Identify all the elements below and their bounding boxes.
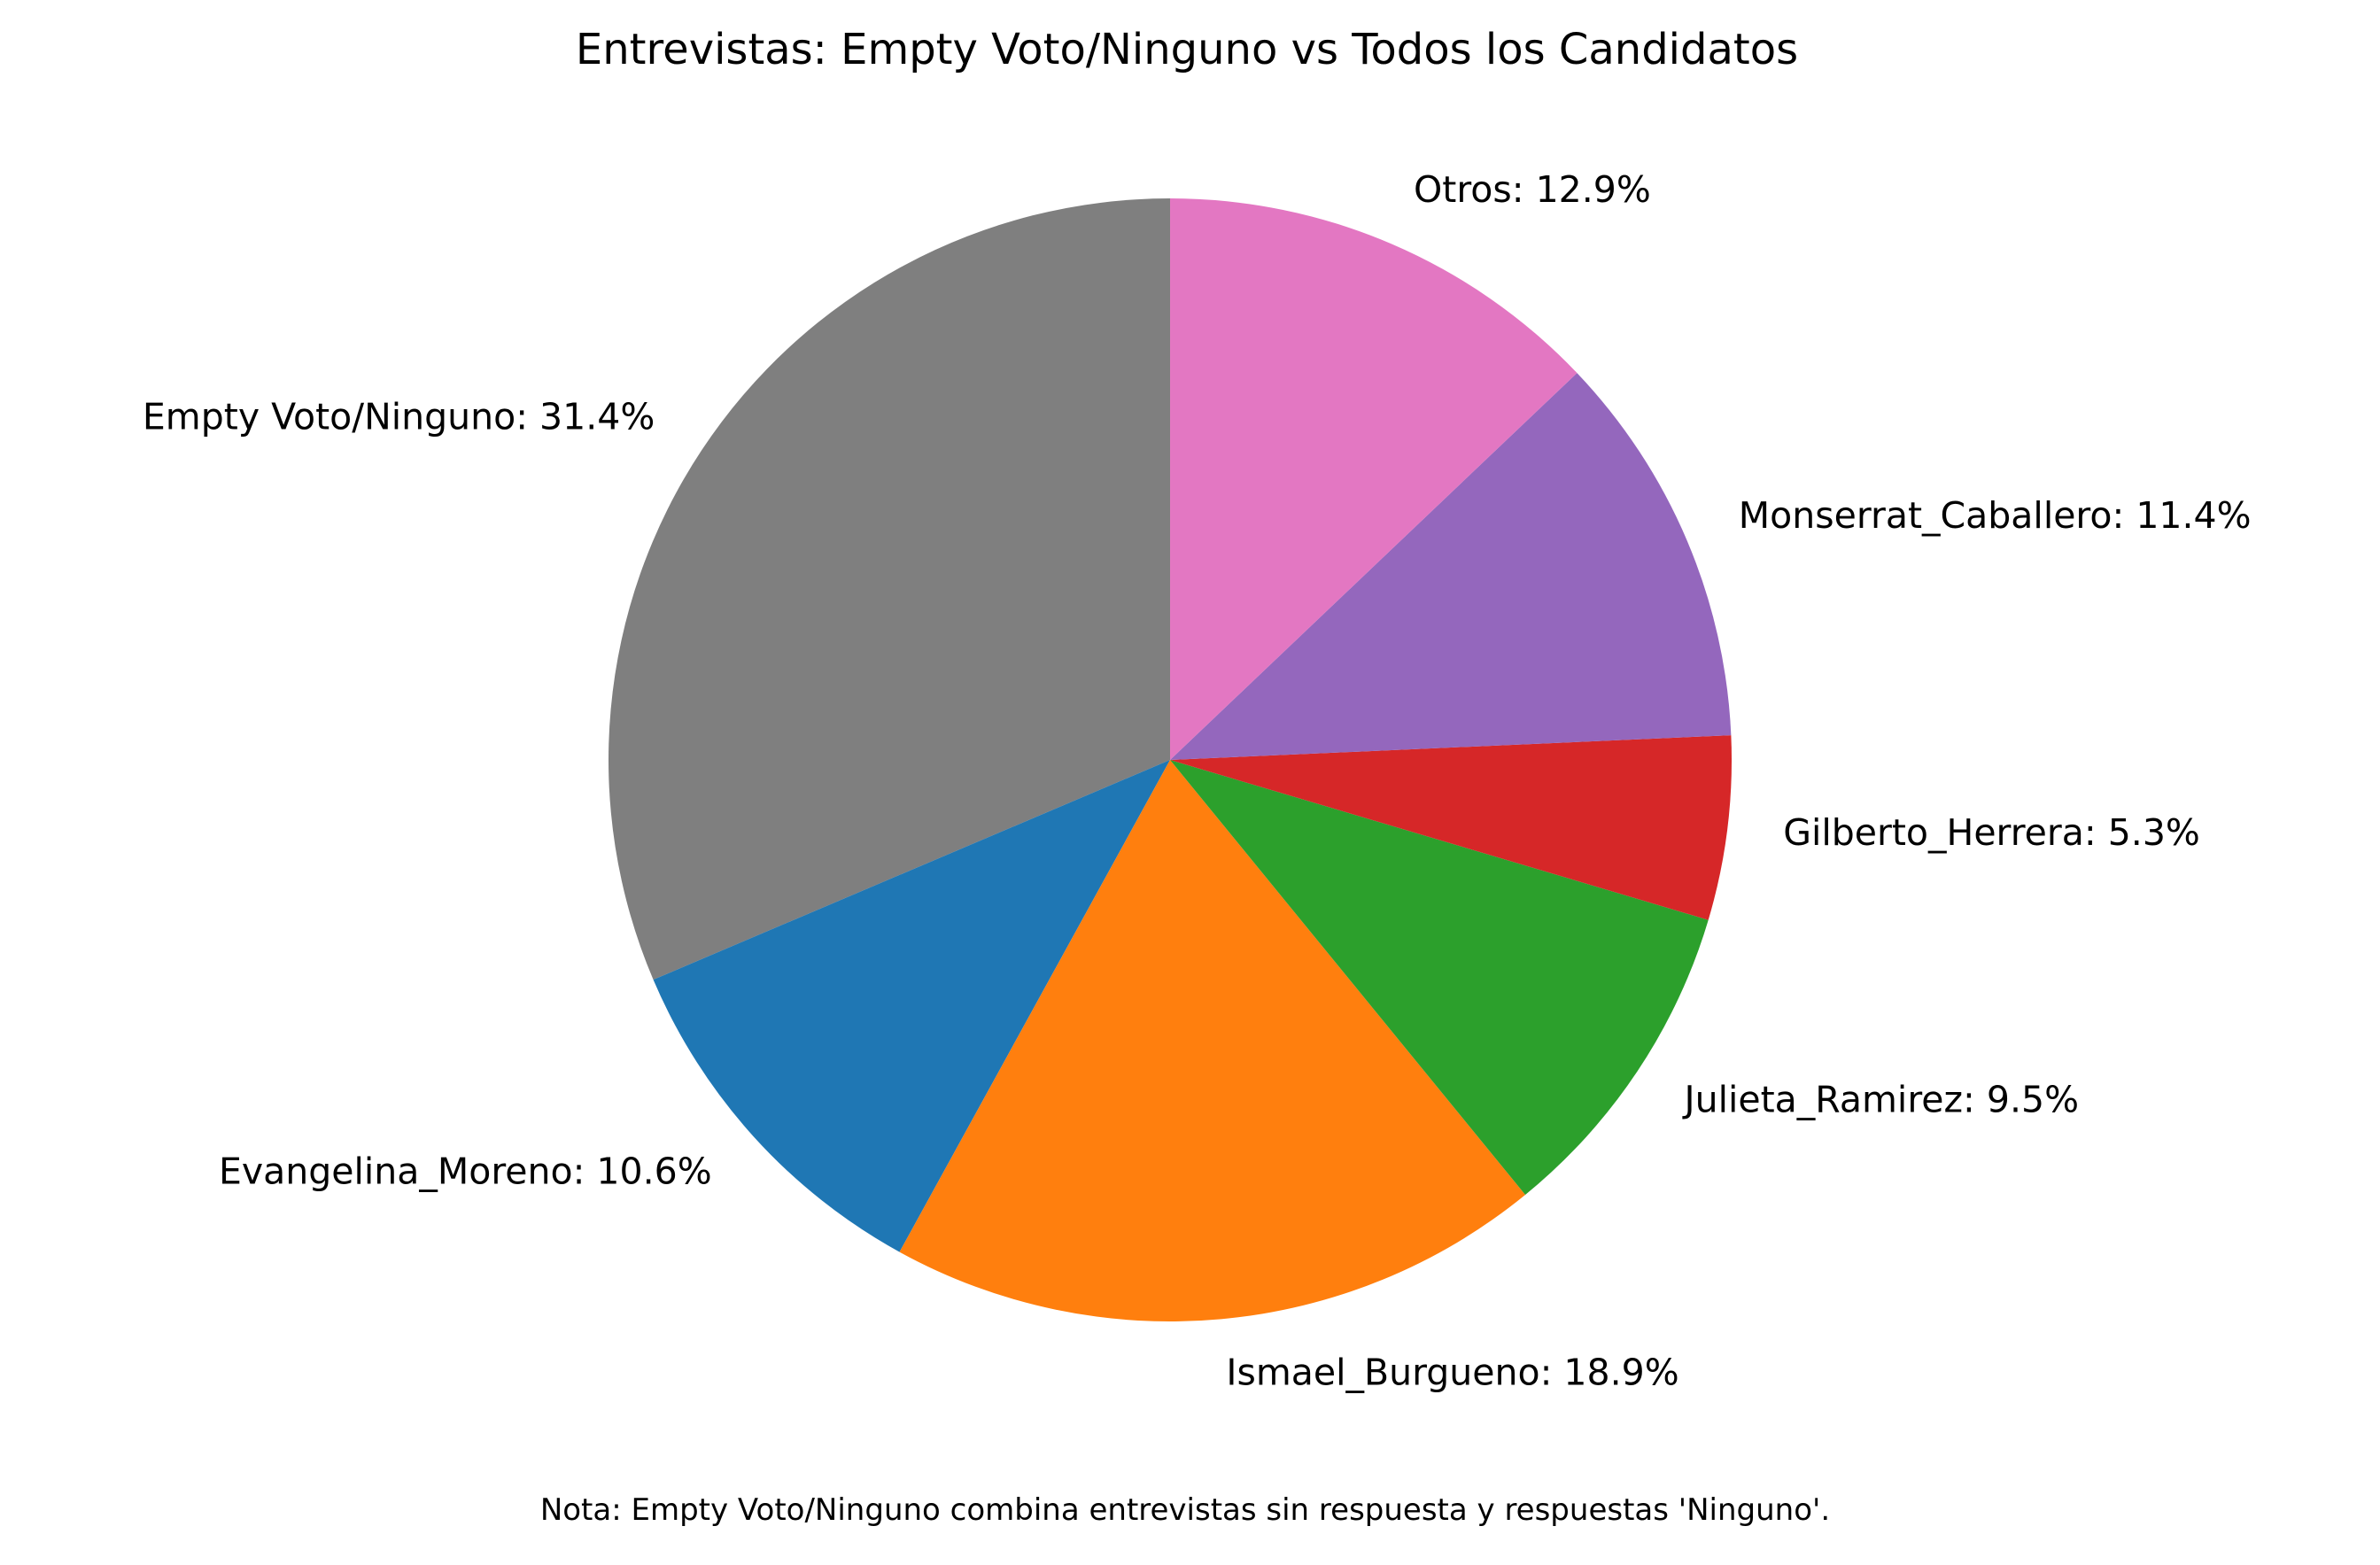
slice-label-ismael-burgueno: Ismael_Burgueno: 18.9% [1226,1352,1678,1394]
chart-title: Entrevistas: Empty Voto/Ninguno vs Todos… [576,25,1798,74]
slice-label-evangelina-moreno: Evangelina_Moreno: 10.6% [219,1151,712,1193]
pie-slices [608,198,1733,1321]
pie-slice-otros [1170,198,1578,760]
slice-label-julieta-ramirez: Julieta_Ramirez: 9.5% [1682,1079,2080,1121]
slice-label-otros: Otros: 12.9% [1414,168,1651,211]
pie-labels: Empty Voto/Ninguno: 31.4% Evangelina_More… [143,168,2252,1393]
pie-slice-evangelina-moreno [653,760,1170,1252]
pie-slice-ismael-burgueno [899,760,1526,1321]
slice-label-empty-voto-ninguno: Empty Voto/Ninguno: 31.4% [143,395,655,438]
slice-label-gilberto-herrera: Gilberto_Herrera: 5.3% [1783,811,2200,854]
pie-slice-monserrat-caballero [1170,373,1732,760]
pie-slice-gilberto-herrera [1170,735,1733,920]
chart-footnote: Nota: Empty Voto/Ninguno combina entrevi… [540,1492,1830,1528]
pie-slice-julieta-ramirez [1170,760,1709,1196]
pie-slice-empty-voto-ninguno [608,198,1170,980]
slice-label-monserrat-caballero: Monserrat_Caballero: 11.4% [1739,494,2252,537]
